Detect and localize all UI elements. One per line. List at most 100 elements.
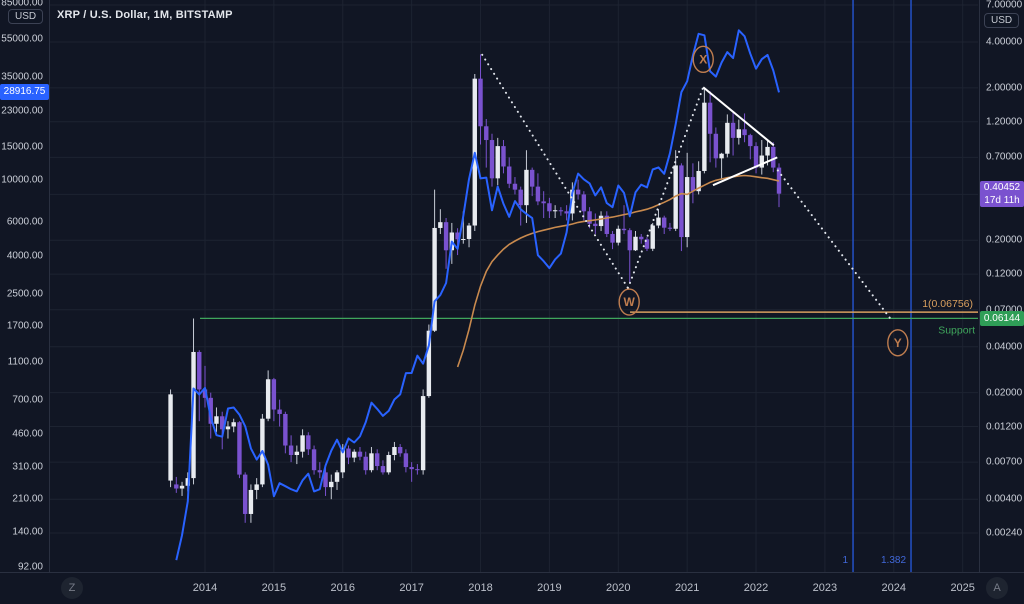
candle <box>248 484 254 523</box>
projection-dotted-line[interactable] <box>481 53 630 290</box>
candle <box>392 441 397 461</box>
candle <box>501 140 506 174</box>
candle <box>174 476 179 493</box>
candle <box>300 429 305 458</box>
fib-time-label: 1.382 <box>881 555 906 566</box>
candle <box>478 54 483 145</box>
candle <box>231 418 236 433</box>
candle <box>409 462 414 482</box>
candle <box>742 113 747 143</box>
left-axis-tick: 23000.00 <box>1 105 43 117</box>
candle <box>684 152 690 248</box>
candle <box>329 474 334 500</box>
candle <box>357 447 363 461</box>
fib-level-label: 1(0.06756) <box>922 298 973 310</box>
fib-time-label: 1 <box>842 555 848 566</box>
candle <box>363 451 368 475</box>
candle <box>518 186 523 226</box>
left-axis-unit-button[interactable]: USD <box>8 9 44 24</box>
candle <box>575 179 581 200</box>
year-label: 2015 <box>261 582 287 594</box>
left-axis-tick: 2500.00 <box>6 288 43 300</box>
left-axis-tick: 1700.00 <box>6 320 43 332</box>
candle <box>225 421 231 439</box>
candle <box>197 350 202 422</box>
candle <box>340 444 345 479</box>
candle <box>317 462 322 479</box>
candle <box>662 215 667 234</box>
candle <box>415 464 420 475</box>
candle <box>242 472 248 523</box>
candle <box>495 137 500 186</box>
candle <box>334 470 340 490</box>
xrp-last-price: 0.40452 <box>983 182 1021 193</box>
left-axis-tick: 92.00 <box>17 561 43 573</box>
candle <box>633 231 638 252</box>
candle <box>673 150 678 232</box>
right-axis-unit-button[interactable]: USD <box>984 13 1020 28</box>
candle <box>564 205 569 221</box>
candle <box>438 209 443 234</box>
candle <box>598 211 604 232</box>
candle <box>420 389 426 475</box>
left-axis-tick: 210.00 <box>12 493 43 505</box>
wave-label-w[interactable]: W <box>618 288 640 316</box>
plot-area[interactable]: 1 1.382 1(0.06756) Support W X Y <box>49 0 978 572</box>
left-axis-tick: 4000.00 <box>6 250 43 262</box>
year-label: 2014 <box>192 582 218 594</box>
candle <box>552 205 558 219</box>
right-axis-tick: 0.00240 <box>986 527 1023 539</box>
candle <box>610 231 615 250</box>
svg-text:W: W <box>624 295 636 309</box>
trend-line[interactable] <box>712 156 778 187</box>
right-axis-tick: 2.00000 <box>986 82 1023 94</box>
candle <box>587 207 592 229</box>
trend-line[interactable] <box>702 86 775 147</box>
candle <box>639 233 644 244</box>
candle <box>690 163 696 204</box>
right-axis-tick: 0.12000 <box>986 268 1023 280</box>
adjust-button[interactable]: A <box>986 577 1008 599</box>
btc-overlay-line <box>175 29 780 561</box>
xrp-last-price-badge: 0.40452 17d 11h <box>980 181 1024 207</box>
year-label: 2021 <box>674 582 700 594</box>
candle <box>644 237 650 252</box>
candle <box>426 324 432 398</box>
btc-last-price-badge: 28916.75 <box>0 84 49 100</box>
candle <box>306 432 311 455</box>
left-axis-tick: 6000.00 <box>6 216 43 228</box>
candle <box>547 197 552 219</box>
year-label: 2022 <box>743 582 769 594</box>
candle <box>616 225 621 246</box>
candle <box>581 191 587 221</box>
candle <box>593 213 598 234</box>
right-axis-tick: 1.20000 <box>986 116 1023 128</box>
candle <box>254 478 259 500</box>
candle <box>736 119 742 145</box>
year-label: 2023 <box>812 582 838 594</box>
projection-dotted-line[interactable] <box>627 86 705 290</box>
projection-dotted-line[interactable] <box>776 169 891 319</box>
svg-text:Y: Y <box>894 336 902 350</box>
wave-label-x[interactable]: X <box>692 45 714 74</box>
symbol-title[interactable]: XRP / U.S. Dollar, 1M, BITSTAMP <box>57 9 233 21</box>
candle <box>443 218 449 269</box>
candle <box>656 209 661 229</box>
candle <box>570 182 575 221</box>
right-axis-tick: 7.00000 <box>986 0 1023 11</box>
candle <box>512 177 518 195</box>
right-axis-tick: 0.20000 <box>986 234 1023 246</box>
wave-label-y[interactable]: Y <box>887 329 909 357</box>
grid <box>50 0 978 572</box>
left-axis-tick: 55000.00 <box>1 33 43 45</box>
right-axis-tick: 0.01200 <box>986 421 1023 432</box>
candle <box>535 173 541 206</box>
candle <box>524 150 529 223</box>
time-axis[interactable]: Z A 2014 2015 2016 2017 2018 2019 2020 2021 2022… <box>0 572 1024 604</box>
timezone-button[interactable]: Z <box>61 577 83 599</box>
right-axis-tick: 0.70000 <box>986 151 1023 163</box>
right-price-axis[interactable]: 7.00000 4.00000 2.00000 1.20000 0.70000 0.200… <box>979 0 1024 572</box>
candle <box>220 411 225 450</box>
